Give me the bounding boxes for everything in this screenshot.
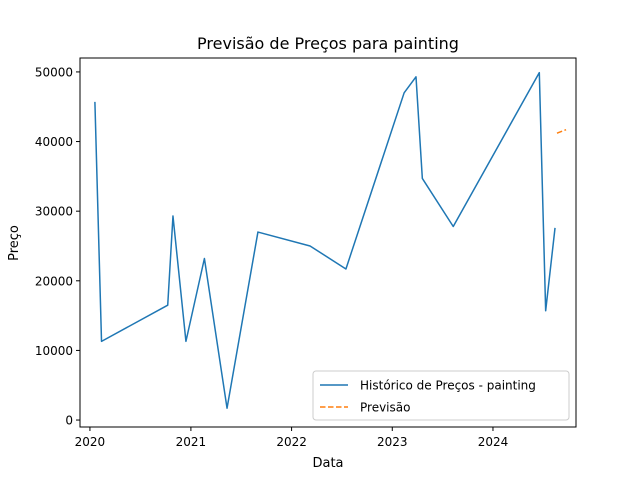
legend-label: Previsão — [360, 401, 410, 415]
x-tick-label: 2022 — [276, 435, 307, 449]
legend-label: Histórico de Preços - painting — [360, 379, 536, 393]
y-tick-label: 30000 — [35, 205, 73, 219]
y-axis: 0 10000 20000 30000 40000 50000 — [35, 65, 80, 428]
x-tick-label: 2020 — [75, 435, 106, 449]
plot-background — [80, 58, 576, 427]
y-tick-label: 10000 — [35, 344, 73, 358]
series-layer — [94, 71, 567, 409]
forecast-series-line — [556, 129, 567, 134]
y-tick-label: 20000 — [35, 274, 73, 288]
plot-area — [79, 57, 577, 428]
x-tick-label: 2021 — [176, 435, 207, 449]
legend-box — [312, 370, 570, 421]
x-axis-label: Data — [312, 456, 343, 471]
y-axis-label: Preço — [7, 225, 22, 261]
x-tick-label: 2024 — [478, 435, 509, 449]
y-tick-label: 0 — [65, 414, 73, 428]
x-tick-label: 2023 — [377, 435, 408, 449]
legend: Histórico de Preços - painting Previsão — [312, 370, 570, 421]
x-axis: 2020 2021 2022 2023 2024 — [75, 427, 509, 449]
y-tick-label: 50000 — [35, 65, 73, 79]
y-tick-label: 40000 — [35, 135, 73, 149]
chart-title: Previsão de Preços para painting — [197, 34, 459, 53]
plot-frame — [79, 57, 577, 428]
